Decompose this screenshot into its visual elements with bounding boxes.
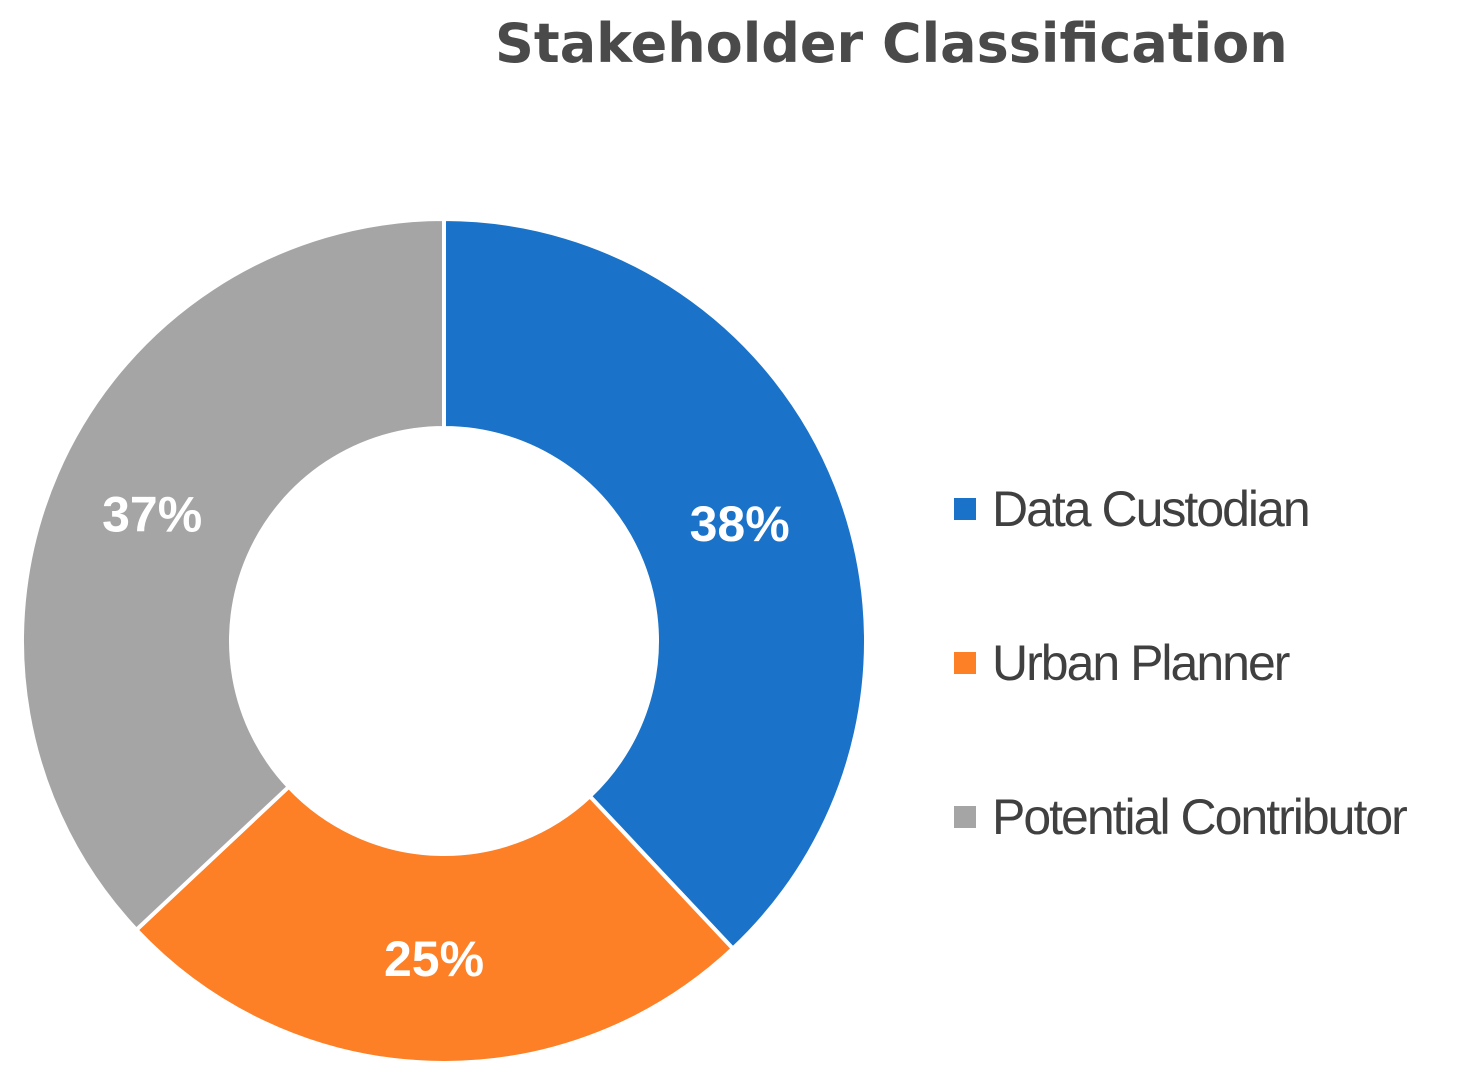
donut-slices (20, 216, 868, 1065)
legend-swatch (954, 806, 976, 828)
slice-label-data-custodian: 38% (690, 496, 790, 552)
legend-label: Data Custodian (992, 481, 1311, 537)
legend-swatch (954, 498, 976, 520)
slice-potential-contributor (20, 216, 446, 933)
legend-label: Urban Planner (992, 635, 1290, 691)
legend-swatch (954, 652, 976, 674)
slice-label-potential-contributor: 37% (102, 487, 202, 543)
slice-urban-planner (133, 783, 736, 1065)
donut-slice-labels: 38% 25% 37% (102, 487, 790, 987)
slice-label-urban-planner: 25% (384, 931, 484, 987)
legend-item-urban-planner: Urban Planner (954, 632, 1406, 694)
slice-data-custodian (442, 216, 868, 952)
chart-legend: Data Custodian Urban Planner Potential Con… (954, 478, 1408, 848)
chart-title: Stakeholder Classification (495, 12, 1288, 75)
legend-label: Potential Contributor (992, 789, 1408, 845)
legend-item-data-custodian: Data Custodian (954, 478, 1406, 540)
legend-item-potential-contributor: Potential Contributor (954, 786, 1408, 848)
